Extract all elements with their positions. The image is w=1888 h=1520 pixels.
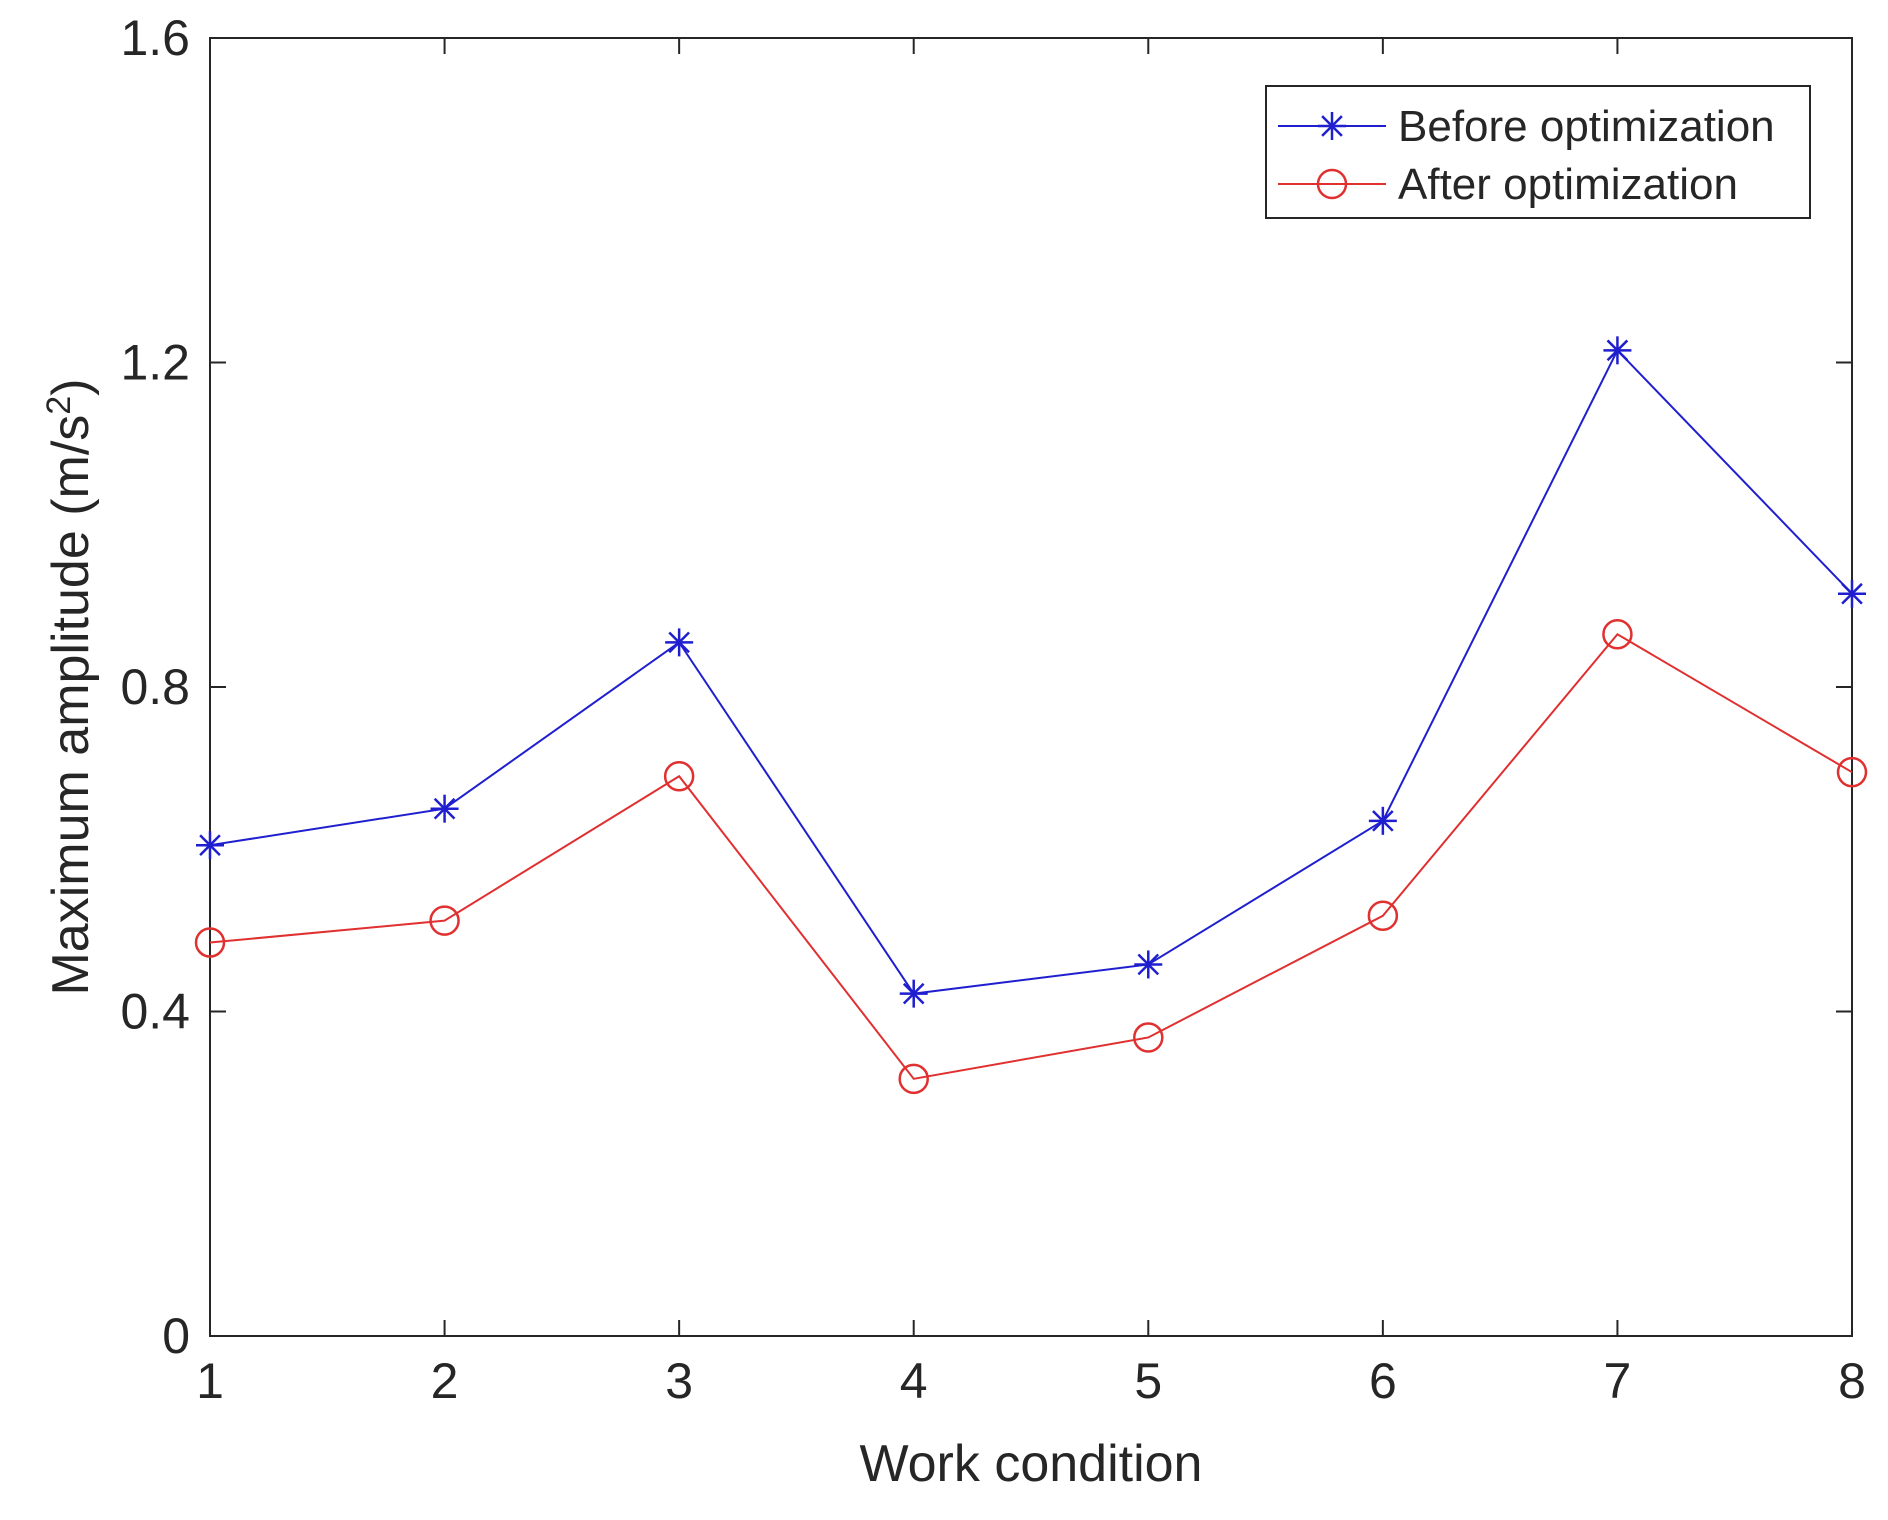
series-1	[196, 336, 1866, 1008]
series-1-line	[209, 348, 1853, 995]
series-2-point	[1367, 900, 1399, 932]
x-axis: 1 2 3 4 5 6 7 8	[196, 38, 1866, 1409]
legend-entry-1: Before optimization	[1278, 102, 1775, 151]
x-tick-label: 5	[1134, 1353, 1162, 1409]
series-1-point	[665, 628, 694, 657]
series-1-point	[1368, 806, 1397, 835]
series-2-point	[1836, 756, 1868, 788]
series-1-point	[196, 831, 224, 860]
legend-label: Before optimization	[1398, 102, 1775, 151]
series-2-point	[1602, 619, 1633, 650]
series-1-point	[1603, 336, 1632, 365]
y-axis-label-suffix: )	[42, 378, 100, 395]
y-axis-label: Maximum amplitude (m/s2)	[40, 378, 100, 995]
series-1-point	[1134, 950, 1163, 979]
y-tick-label: 1.6	[120, 10, 190, 66]
legend-label: After optimization	[1398, 160, 1738, 209]
series-2	[194, 619, 1868, 1095]
y-tick-label: 0	[162, 1308, 190, 1364]
plot-area	[209, 37, 1853, 1337]
x-tick-label: 3	[665, 1353, 693, 1409]
series-1-point	[1838, 579, 1866, 608]
x-axis-label: Work condition	[860, 1435, 1203, 1493]
y-axis-label-main: Maximum amplitude (m/s	[42, 415, 100, 996]
x-tick-label: 7	[1604, 1353, 1632, 1409]
series-1-point	[899, 979, 928, 1008]
x-tick-label: 4	[900, 1353, 928, 1409]
y-tick-label: 0.8	[120, 659, 190, 715]
y-axis: 0 0.4 0.8 1.2 1.6	[120, 10, 1852, 1364]
series-1-point	[430, 794, 459, 823]
legend: Before optimization After optimization	[1265, 85, 1811, 219]
x-tick-label: 6	[1369, 1353, 1397, 1409]
legend-marker	[1316, 168, 1348, 200]
legend-entry-2: After optimization	[1278, 160, 1738, 209]
y-tick-label: 1.2	[120, 335, 190, 391]
x-tick-label: 2	[431, 1353, 459, 1409]
series-2-point	[429, 905, 460, 936]
legend-marker	[1318, 112, 1346, 140]
series-2-point	[898, 1063, 929, 1095]
series-layer	[194, 336, 1868, 1095]
y-tick-label: 0.4	[120, 984, 190, 1040]
series-2-point	[663, 760, 695, 792]
series-2-point	[194, 927, 226, 958]
series-2-point	[1133, 1022, 1164, 1053]
x-tick-label: 8	[1838, 1353, 1866, 1409]
x-tick-label: 1	[196, 1353, 224, 1409]
plot-frame	[209, 37, 1853, 1337]
y-axis-label-superscript: 2	[40, 396, 78, 415]
series-2-line	[209, 632, 1853, 1080]
legend-box	[1265, 85, 1811, 219]
